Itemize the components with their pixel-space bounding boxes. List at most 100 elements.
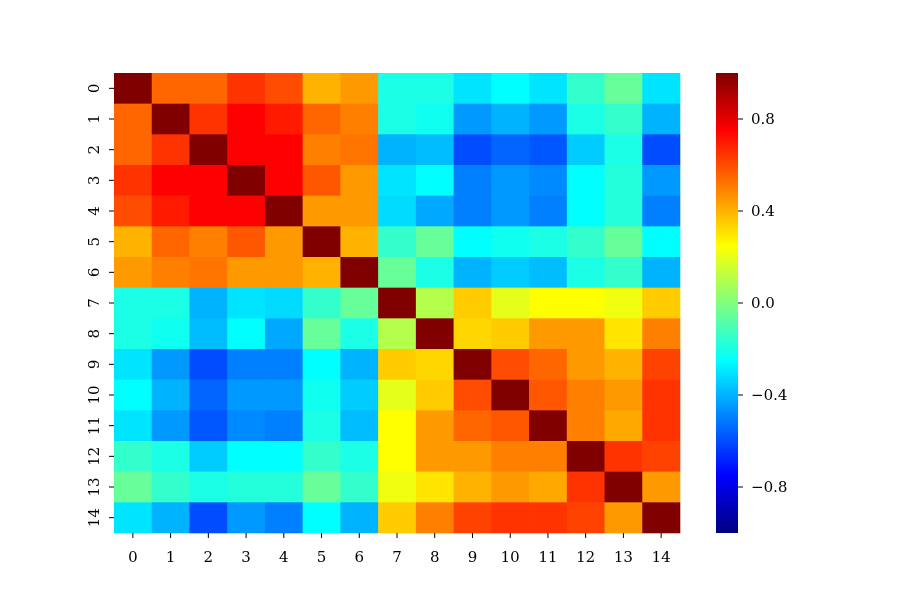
heatmap-cell-3-2 xyxy=(189,165,228,196)
heatmap-cell-11-3 xyxy=(227,410,266,442)
heatmap-cell-13-11 xyxy=(529,471,568,503)
heatmap-cell-1-11 xyxy=(529,103,568,135)
heatmap-cell-6-11 xyxy=(529,257,568,288)
heatmap-cell-5-1 xyxy=(151,226,190,258)
y-tick-label-8: 8 xyxy=(85,329,103,339)
heatmap-cell-12-3 xyxy=(227,441,266,472)
heatmap-cell-0-12 xyxy=(566,73,605,104)
heatmap-cell-9-10 xyxy=(491,349,530,380)
heatmap-cell-12-5 xyxy=(302,441,341,472)
y-tick-label-2: 2 xyxy=(85,145,103,155)
x-tick-label-11: 11 xyxy=(538,548,557,566)
heatmap-cell-2-5 xyxy=(302,134,341,166)
heatmap-cell-7-4 xyxy=(264,287,303,319)
heatmap-cell-7-0 xyxy=(114,287,153,319)
heatmap-cell-13-4 xyxy=(264,471,303,503)
heatmap-cell-12-12 xyxy=(566,441,605,472)
y-tick-label-1: 1 xyxy=(85,114,103,124)
x-tick-label-2: 2 xyxy=(204,548,214,566)
y-tick-label-12: 12 xyxy=(85,447,103,466)
heatmap-cell-5-10 xyxy=(491,226,530,258)
x-tick-label-4: 4 xyxy=(279,548,289,566)
x-tick-label-8: 8 xyxy=(430,548,440,566)
heatmap-cell-6-9 xyxy=(453,257,492,288)
heatmap-cell-14-5 xyxy=(302,502,341,534)
heatmap-cell-4-6 xyxy=(340,195,379,227)
heatmap-cell-4-1 xyxy=(151,195,190,227)
heatmap-cell-14-13 xyxy=(604,502,643,534)
heatmap-cell-6-1 xyxy=(151,257,190,288)
heatmap-cell-10-3 xyxy=(227,379,266,411)
y-tick-label-5: 5 xyxy=(85,237,103,247)
colorbar-tick-label-3: −0.4 xyxy=(751,386,787,404)
heatmap-cell-13-13 xyxy=(604,471,643,503)
heatmap-cell-13-8 xyxy=(415,471,454,503)
heatmap-cell-14-6 xyxy=(340,502,379,534)
heatmap-cell-1-6 xyxy=(340,103,379,135)
heatmap-cell-3-5 xyxy=(302,165,341,196)
heatmap-cell-2-14 xyxy=(642,134,681,166)
heatmap-cell-5-5 xyxy=(302,226,341,258)
heatmap-cell-11-5 xyxy=(302,410,341,442)
heatmap-cell-10-6 xyxy=(340,379,379,411)
heatmap-cell-0-10 xyxy=(491,73,530,104)
heatmap-cell-9-5 xyxy=(302,349,341,380)
heatmap-cell-1-5 xyxy=(302,103,341,135)
heatmap-cell-8-9 xyxy=(453,318,492,350)
y-tick-label-3: 3 xyxy=(85,176,103,186)
heatmap-cell-7-3 xyxy=(227,287,266,319)
heatmap-cell-0-9 xyxy=(453,73,492,104)
heatmap-cell-14-7 xyxy=(378,502,417,534)
heatmap-cell-2-11 xyxy=(529,134,568,166)
heatmap-cell-7-12 xyxy=(566,287,605,319)
heatmap-cell-0-2 xyxy=(189,73,228,104)
heatmap-cell-12-7 xyxy=(378,441,417,472)
heatmap-cell-5-0 xyxy=(114,226,153,258)
heatmap-cell-12-1 xyxy=(151,441,190,472)
heatmap-cell-8-11 xyxy=(529,318,568,350)
heatmap-cell-2-2 xyxy=(189,134,228,166)
heatmap-cell-6-6 xyxy=(340,257,379,288)
heatmap-cell-7-11 xyxy=(529,287,568,319)
heatmap-cell-3-11 xyxy=(529,165,568,196)
heatmap-cell-1-8 xyxy=(415,103,454,135)
heatmap-cell-11-9 xyxy=(453,410,492,442)
heatmap-cell-5-7 xyxy=(378,226,417,258)
heatmap-cell-1-7 xyxy=(378,103,417,135)
heatmap-cell-10-14 xyxy=(642,379,681,411)
heatmap-cell-0-11 xyxy=(529,73,568,104)
y-tick-label-13: 13 xyxy=(85,477,103,496)
heatmap-cell-13-12 xyxy=(566,471,605,503)
heatmap-cell-5-14 xyxy=(642,226,681,258)
heatmap-cell-3-6 xyxy=(340,165,379,196)
heatmap-cell-12-4 xyxy=(264,441,303,472)
heatmap-cell-10-12 xyxy=(566,379,605,411)
heatmap-cell-8-0 xyxy=(114,318,153,350)
heatmap-cell-11-2 xyxy=(189,410,228,442)
heatmap-cell-2-6 xyxy=(340,134,379,166)
heatmap-cell-8-14 xyxy=(642,318,681,350)
heatmap-cell-9-11 xyxy=(529,349,568,380)
heatmap-cell-11-11 xyxy=(529,410,568,442)
heatmap-cell-8-7 xyxy=(378,318,417,350)
heatmap-cell-3-0 xyxy=(114,165,153,196)
colorbar-tick-label-0: 0.8 xyxy=(751,110,775,128)
heatmap-cell-3-13 xyxy=(604,165,643,196)
heatmap-cell-8-13 xyxy=(604,318,643,350)
heatmap-cell-12-6 xyxy=(340,441,379,472)
heatmap-cell-5-8 xyxy=(415,226,454,258)
heatmap-cell-13-6 xyxy=(340,471,379,503)
heatmap-cell-10-13 xyxy=(604,379,643,411)
heatmap-cell-1-13 xyxy=(604,103,643,135)
heatmap-cell-11-6 xyxy=(340,410,379,442)
heatmap-cell-4-8 xyxy=(415,195,454,227)
y-tick-label-11: 11 xyxy=(85,416,103,435)
heatmap-cell-9-9 xyxy=(453,349,492,380)
heatmap-cell-7-2 xyxy=(189,287,228,319)
heatmap-cell-12-10 xyxy=(491,441,530,472)
heatmap-cell-2-8 xyxy=(415,134,454,166)
colorbar-tick-label-2: 0.0 xyxy=(751,294,775,312)
heatmap-cell-2-12 xyxy=(566,134,605,166)
colorbar-tick-label-4: −0.8 xyxy=(751,478,787,496)
